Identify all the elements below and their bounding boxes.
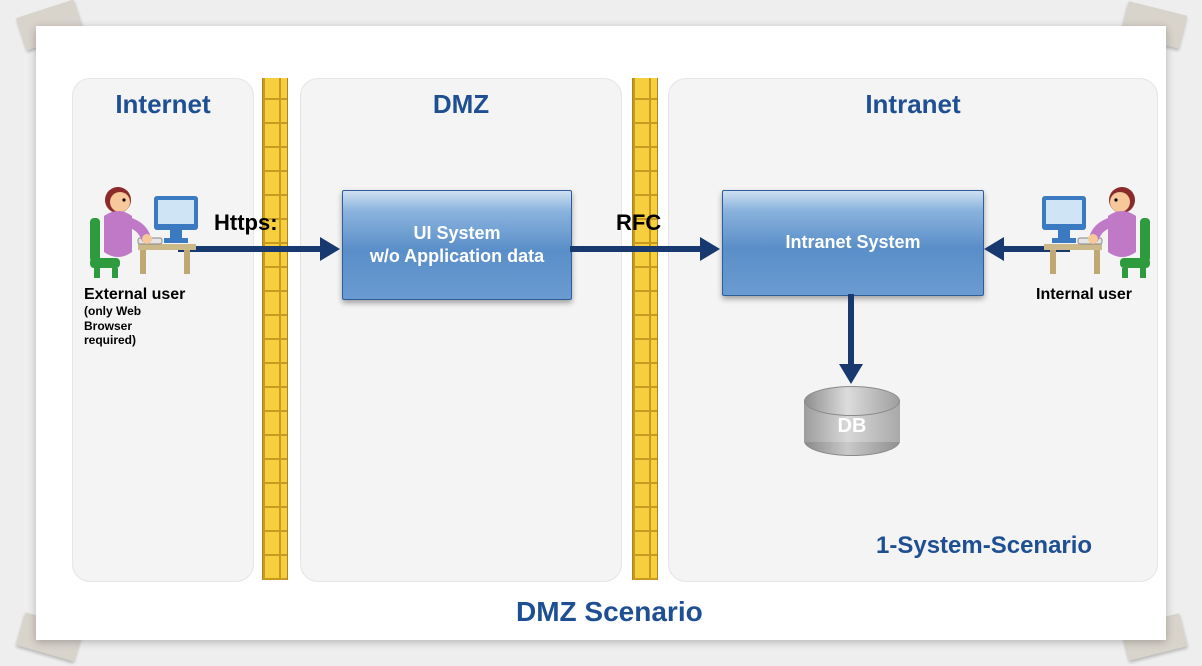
zone-intranet: Intranet (668, 78, 1158, 582)
db-cylinder: DB (804, 386, 900, 456)
firewall-2 (632, 78, 658, 580)
zone-dmz: DMZ (300, 78, 622, 582)
zone-title-intranet: Intranet (669, 89, 1157, 120)
arrow-ui-to-intranet (570, 246, 702, 252)
firewall-1 (262, 78, 288, 580)
main-title: DMZ Scenario (516, 596, 703, 628)
diagram-sheet: Internet DMZ Intranet UI System w/o Appl… (36, 26, 1166, 640)
external-user-icon: External user (only Web Browser required… (84, 166, 204, 348)
zone-title-internet: Internet (73, 89, 253, 120)
internal-user-icon: Internal user (1036, 166, 1156, 304)
arrow-intranet-to-db (848, 294, 854, 366)
arrow-label-rfc: RFC (616, 210, 661, 236)
arrow-label-https: Https: (214, 210, 278, 236)
internal-user-label: Internal user (1036, 286, 1156, 304)
db-label: DB (804, 415, 900, 438)
external-user-sublabel: (only Web Browser required) (84, 304, 184, 347)
external-user-label: External user (84, 286, 204, 304)
zone-title-dmz: DMZ (301, 89, 621, 120)
scenario-label: 1-System-Scenario (876, 532, 1092, 560)
box-intranet-system: Intranet System (722, 190, 984, 296)
box-ui-system: UI System w/o Application data (342, 190, 572, 300)
